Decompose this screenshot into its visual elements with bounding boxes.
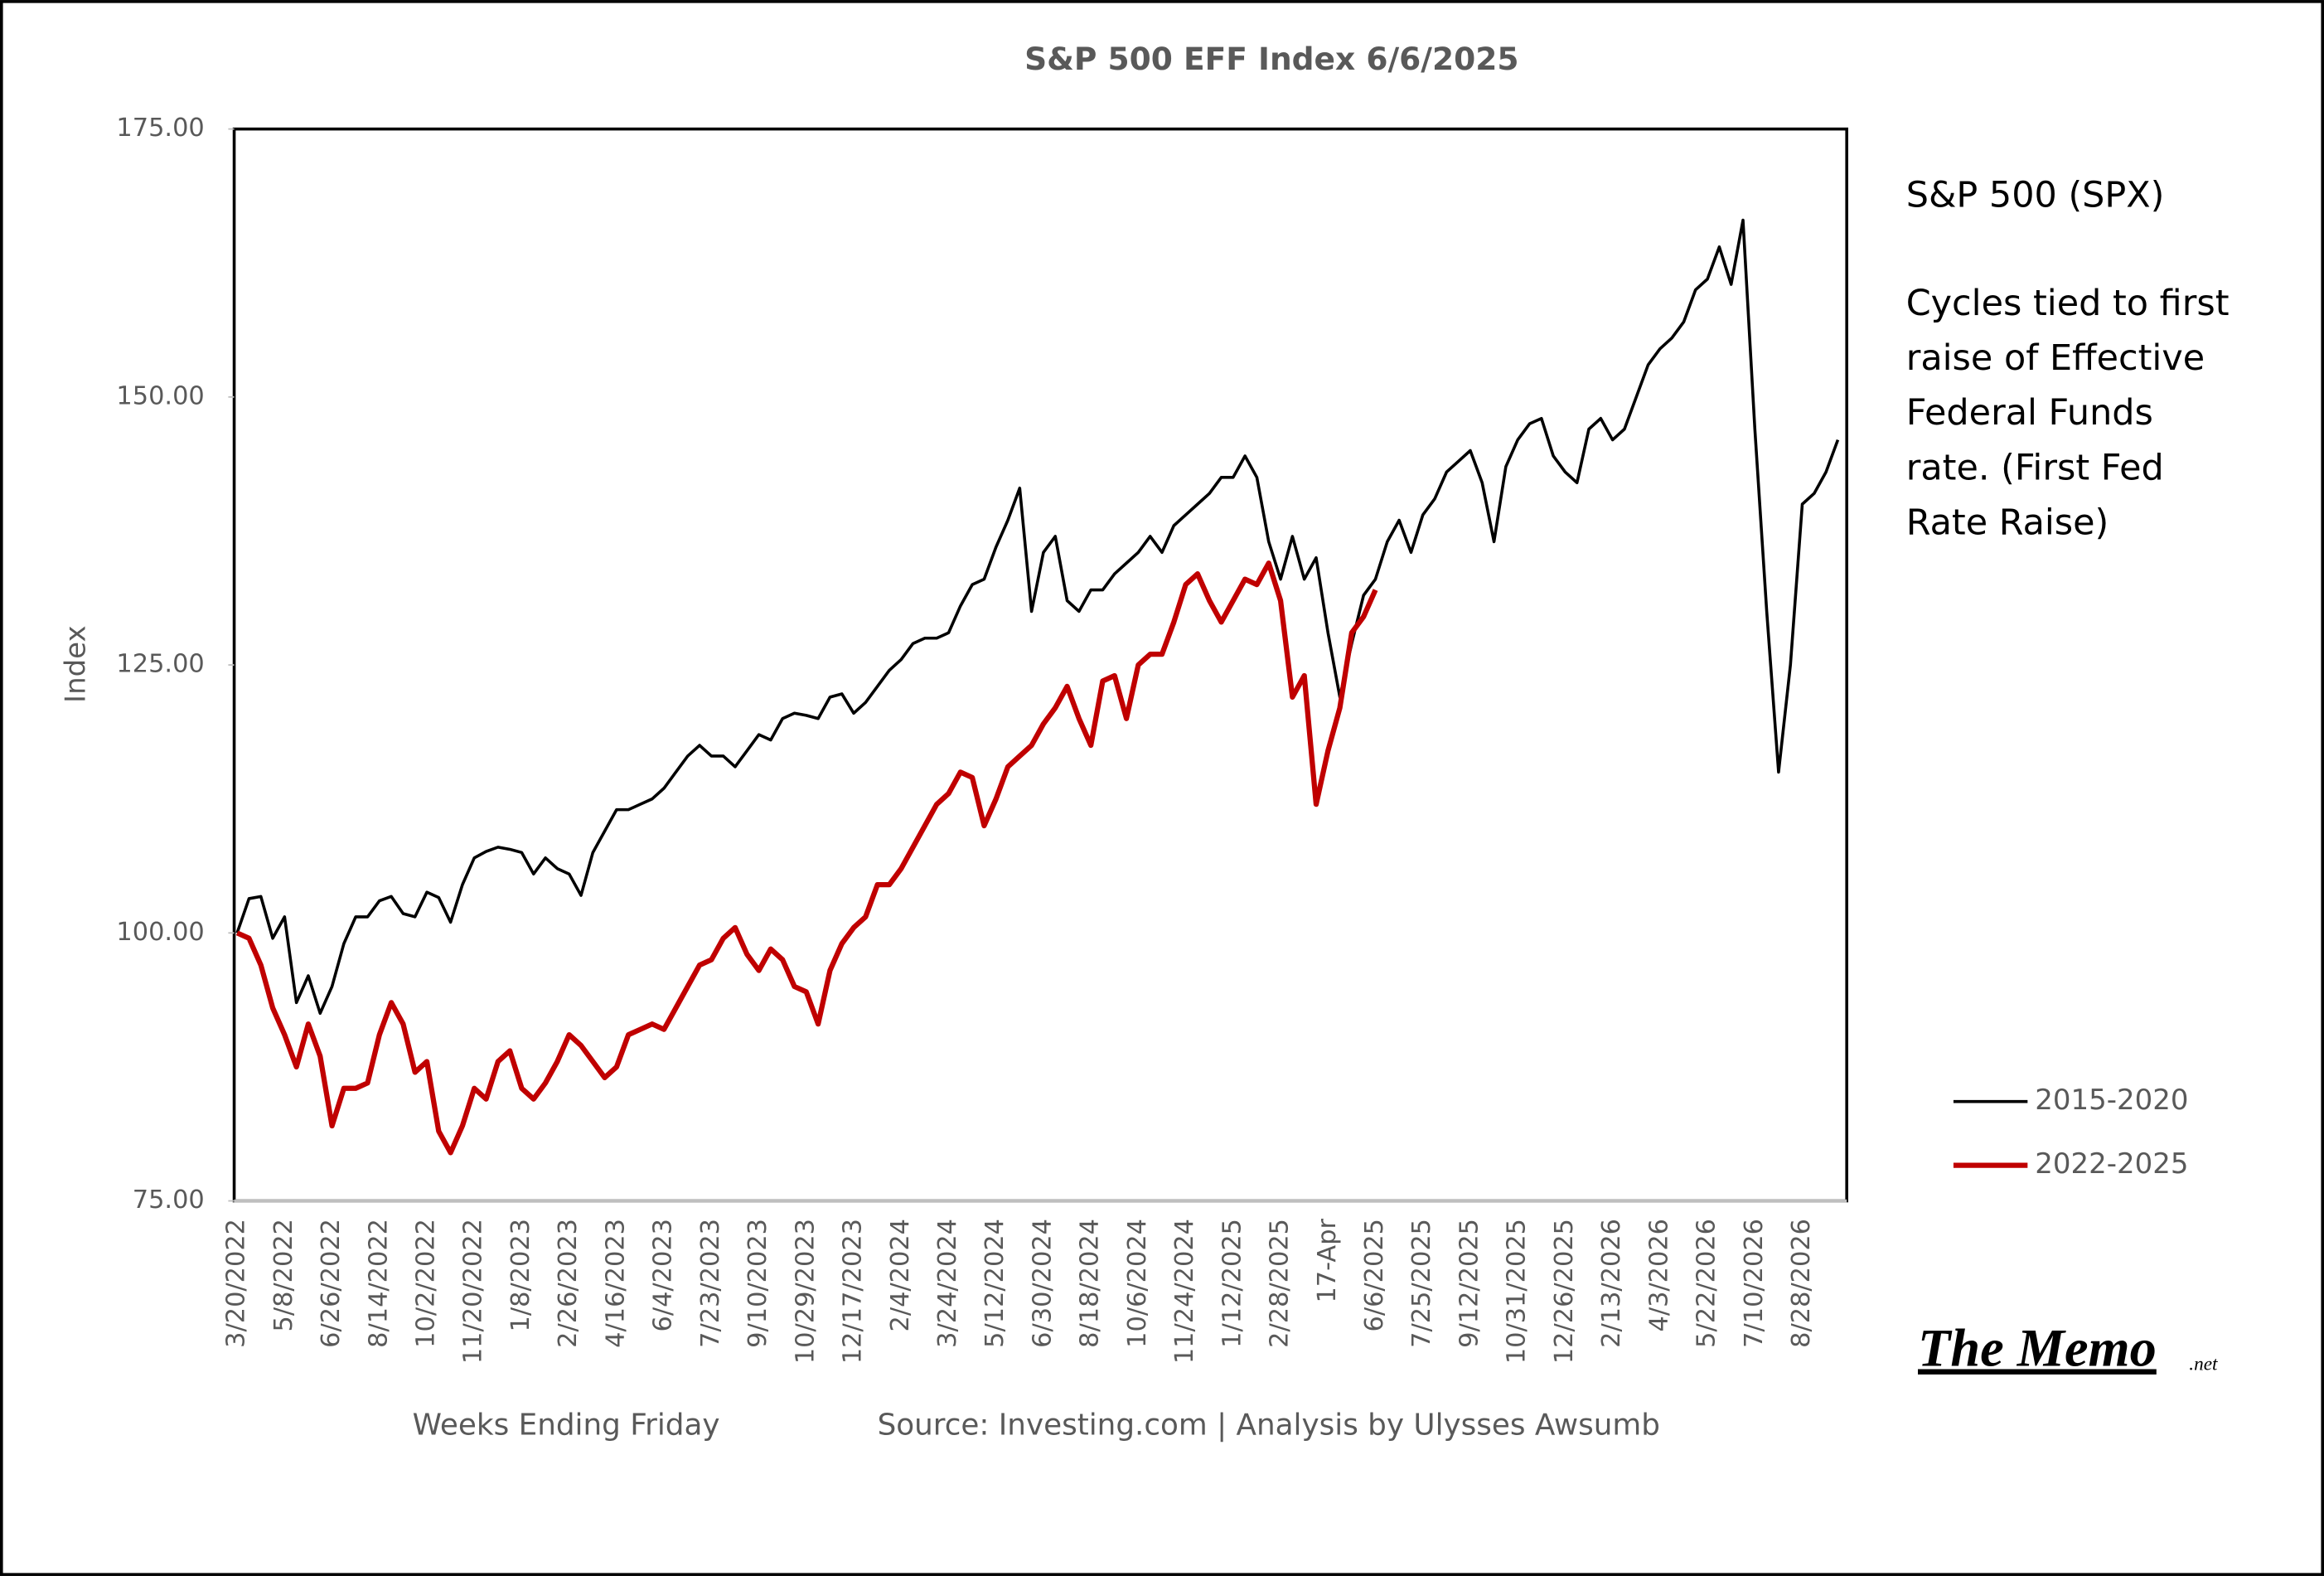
x-tick-label: 17-Apr — [1313, 1218, 1342, 1302]
x-axis-label: Weeks Ending Friday — [413, 1408, 720, 1442]
series-line — [235, 560, 1378, 1156]
x-tick-label: 11/24/2024 — [1170, 1219, 1199, 1364]
x-tick-label: 3/20/2022 — [222, 1219, 251, 1348]
x-tick-label: 6/6/2025 — [1360, 1219, 1389, 1332]
x-tick-label: 7/23/2023 — [696, 1219, 725, 1348]
x-tick-label: 5/8/2022 — [269, 1219, 298, 1332]
x-tick-label: 10/6/2024 — [1123, 1219, 1152, 1348]
logo: The Memo — [1918, 1318, 2157, 1377]
x-tick-label: 5/22/2026 — [1692, 1219, 1721, 1348]
x-tick-label: 10/2/2022 — [412, 1219, 441, 1348]
x-tick-label: 12/26/2025 — [1550, 1219, 1579, 1364]
x-tick-label: 8/18/2024 — [1076, 1219, 1105, 1348]
x-tick-label: 4/3/2026 — [1644, 1219, 1673, 1332]
annotation-line: Rate Raise) — [1906, 502, 2109, 544]
legend-label: 2022-2025 — [2035, 1147, 2188, 1181]
y-tick-label: 150.00 — [116, 381, 204, 410]
x-tick-label: 2/4/2024 — [886, 1219, 915, 1332]
x-tick-label: 1/12/2025 — [1218, 1219, 1247, 1348]
annotation-line: raise of Effective — [1906, 337, 2205, 379]
y-axis-label: Index — [59, 625, 92, 703]
x-tick-label: 10/31/2025 — [1503, 1219, 1532, 1364]
x-tick-label: 11/20/2022 — [459, 1219, 488, 1364]
x-tick-label: 5/12/2024 — [980, 1219, 1009, 1348]
y-tick-label: 100.00 — [116, 918, 204, 947]
annotation-line: Cycles tied to first — [1906, 283, 2230, 324]
x-tick-label: 2/28/2025 — [1266, 1219, 1295, 1348]
chart-title: S&P 500 EFF Index 6/6/2025 — [1024, 41, 1518, 77]
y-tick-label: 125.00 — [116, 650, 204, 679]
x-tick-label: 8/28/2026 — [1787, 1219, 1816, 1348]
x-tick-label: 9/12/2025 — [1455, 1219, 1484, 1348]
x-tick-label: 10/29/2023 — [791, 1219, 820, 1364]
x-tick-label: 3/24/2024 — [933, 1219, 962, 1348]
annotation-title: S&P 500 (SPX) — [1906, 174, 2165, 216]
x-tick-label: 7/25/2025 — [1407, 1219, 1436, 1348]
legend-label: 2015-2020 — [2035, 1084, 2188, 1117]
logo-suffix: .net — [2189, 1353, 2218, 1375]
x-tick-label: 4/16/2023 — [601, 1219, 630, 1348]
x-tick-label: 7/10/2026 — [1740, 1219, 1769, 1348]
x-tick-label: 2/26/2023 — [554, 1219, 583, 1348]
series-line — [235, 218, 1840, 1016]
source-note: Source: Investing.com | Analysis by Ulys… — [878, 1408, 1660, 1442]
x-tick-label: 1/8/2023 — [506, 1219, 535, 1332]
annotation-note: Cycles tied to first raise of Effective Fe… — [1906, 283, 2230, 544]
x-tick-label: 12/17/2023 — [839, 1219, 868, 1364]
annotation-line: Federal Funds — [1906, 392, 2153, 434]
y-tick-label: 175.00 — [116, 114, 204, 143]
x-tick-label: 9/10/2023 — [743, 1219, 772, 1348]
x-tick-label: 8/14/2022 — [364, 1219, 393, 1348]
x-tick-label: 2/13/2026 — [1597, 1219, 1626, 1348]
annotation-line: rate. (First Fed — [1906, 447, 2164, 488]
x-tick-label: 6/4/2023 — [649, 1219, 678, 1332]
y-tick-label: 75.00 — [133, 1186, 205, 1215]
x-tick-label: 6/30/2024 — [1028, 1219, 1057, 1348]
x-tick-label: 6/26/2022 — [317, 1219, 346, 1348]
